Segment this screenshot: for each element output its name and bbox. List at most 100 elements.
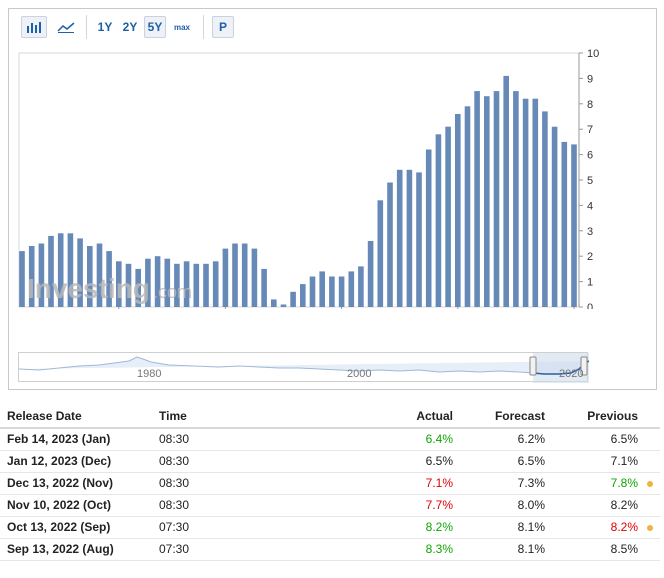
releases-table: Release Date Time Actual Forecast Previo… — [0, 404, 660, 561]
bar[interactable] — [271, 299, 277, 307]
bar[interactable] — [38, 243, 45, 308]
toolbar-divider — [86, 15, 87, 39]
bar[interactable] — [48, 235, 54, 307]
range-2y-button[interactable]: 2Y — [122, 20, 138, 34]
bar[interactable] — [290, 291, 296, 307]
bar[interactable] — [493, 91, 500, 307]
bar[interactable] — [532, 98, 539, 307]
line-chart-icon[interactable] — [53, 16, 79, 38]
bar[interactable] — [300, 284, 306, 307]
bar[interactable] — [222, 248, 229, 307]
range-max-button[interactable]: max — [173, 22, 190, 32]
p-button[interactable]: P — [212, 16, 234, 38]
bar[interactable] — [338, 276, 345, 308]
bar[interactable] — [28, 246, 35, 307]
release-date-cell-value: Feb 14, 2023 (Jan) — [7, 432, 111, 447]
bar[interactable] — [329, 276, 335, 308]
bar[interactable] — [251, 248, 258, 307]
bar[interactable] — [96, 243, 103, 308]
bar[interactable] — [522, 98, 529, 307]
bar[interactable] — [474, 91, 480, 307]
y-tick-label: 8 — [587, 99, 593, 111]
bar[interactable] — [19, 251, 25, 307]
forecast-cell-value: 7.3% — [517, 476, 545, 490]
time-cell: 08:30 — [152, 450, 330, 473]
forecast-cell: 8.1% — [460, 538, 552, 561]
bar[interactable] — [280, 304, 287, 308]
header-actual[interactable]: Actual — [330, 404, 460, 429]
bar[interactable] — [435, 134, 442, 307]
range-1y-button[interactable]: 1Y — [97, 20, 113, 34]
bar[interactable] — [396, 169, 403, 307]
forecast-cell-value: 8.1% — [517, 542, 545, 556]
header-forecast[interactable]: Forecast — [460, 404, 552, 429]
bar[interactable] — [542, 111, 548, 308]
range-5y-button[interactable]: 5Y — [144, 16, 166, 38]
bar[interactable] — [358, 266, 364, 307]
release-date-cell-value: Sep 13, 2022 (Aug) — [7, 542, 114, 556]
bar[interactable] — [503, 75, 509, 308]
bar[interactable] — [455, 114, 461, 307]
bar[interactable] — [348, 271, 355, 307]
navigator-label: 2000 — [347, 368, 372, 380]
forecast-cell-value: 6.2% — [517, 432, 545, 447]
investing-watermark: Investing .com — [27, 273, 192, 304]
bar[interactable] — [377, 200, 384, 307]
bar[interactable] — [484, 96, 490, 307]
bar[interactable] — [135, 268, 141, 307]
bar[interactable] — [193, 263, 200, 307]
bar[interactable] — [561, 141, 568, 307]
forecast-cell: 7.3% — [460, 472, 552, 495]
bar[interactable] — [241, 243, 248, 308]
previous-cell-value: 8.5% — [610, 542, 638, 556]
table-row: Oct 13, 2022 (Sep) 07:30 8.2% 8.1% 8.2% — [0, 516, 660, 539]
bar[interactable] — [87, 246, 93, 307]
bar[interactable] — [77, 238, 83, 307]
bar[interactable] — [513, 91, 519, 307]
y-tick-label: 7 — [587, 124, 593, 136]
y-tick-label: 9 — [587, 73, 593, 85]
bar[interactable] — [125, 263, 132, 307]
bar[interactable] — [416, 172, 422, 307]
watermark-brand: Investing — [27, 273, 150, 304]
revised-indicator-icon[interactable] — [647, 480, 653, 487]
bar[interactable] — [145, 258, 151, 307]
navigator-right-handle[interactable] — [580, 356, 588, 376]
bar[interactable] — [154, 256, 161, 307]
bar[interactable] — [116, 261, 122, 307]
bar-chart-icon[interactable] — [21, 16, 47, 38]
header-release-date[interactable]: Release Date — [0, 404, 152, 429]
bar[interactable] — [571, 144, 577, 307]
bar[interactable] — [464, 106, 471, 307]
bar[interactable] — [67, 233, 74, 307]
bar[interactable] — [319, 271, 325, 307]
navigator-label: 2020 — [559, 368, 584, 380]
bar[interactable] — [551, 126, 558, 307]
bar[interactable] — [57, 233, 64, 307]
bar[interactable] — [106, 251, 112, 307]
y-tick-label: 2 — [587, 251, 593, 263]
bar[interactable] — [387, 182, 393, 308]
bar[interactable] — [445, 126, 451, 307]
range-navigator[interactable]: 1980 2000 2020 — [18, 352, 589, 383]
time-cell: 08:30 — [152, 494, 330, 517]
bar[interactable] — [164, 258, 171, 307]
revised-indicator-icon[interactable] — [647, 524, 653, 531]
bar[interactable] — [212, 261, 219, 307]
bar[interactable] — [174, 263, 180, 307]
actual-cell: 8.2% — [330, 516, 460, 539]
header-previous[interactable]: Previous — [552, 404, 660, 429]
bar[interactable] — [309, 276, 316, 308]
bar[interactable] — [261, 268, 267, 307]
bar[interactable] — [203, 263, 209, 307]
bar[interactable] — [367, 241, 374, 307]
watermark-suffix: .com — [153, 282, 192, 302]
bar[interactable] — [406, 169, 413, 307]
release-date-cell-value: Dec 13, 2022 (Nov) — [7, 476, 114, 490]
bar[interactable] — [425, 149, 432, 308]
header-time[interactable]: Time — [152, 404, 330, 429]
bar[interactable] — [232, 243, 238, 308]
release-date-cell: Sep 13, 2022 (Aug) — [0, 538, 152, 561]
navigator-left-handle[interactable] — [529, 356, 537, 376]
bar[interactable] — [183, 261, 190, 307]
